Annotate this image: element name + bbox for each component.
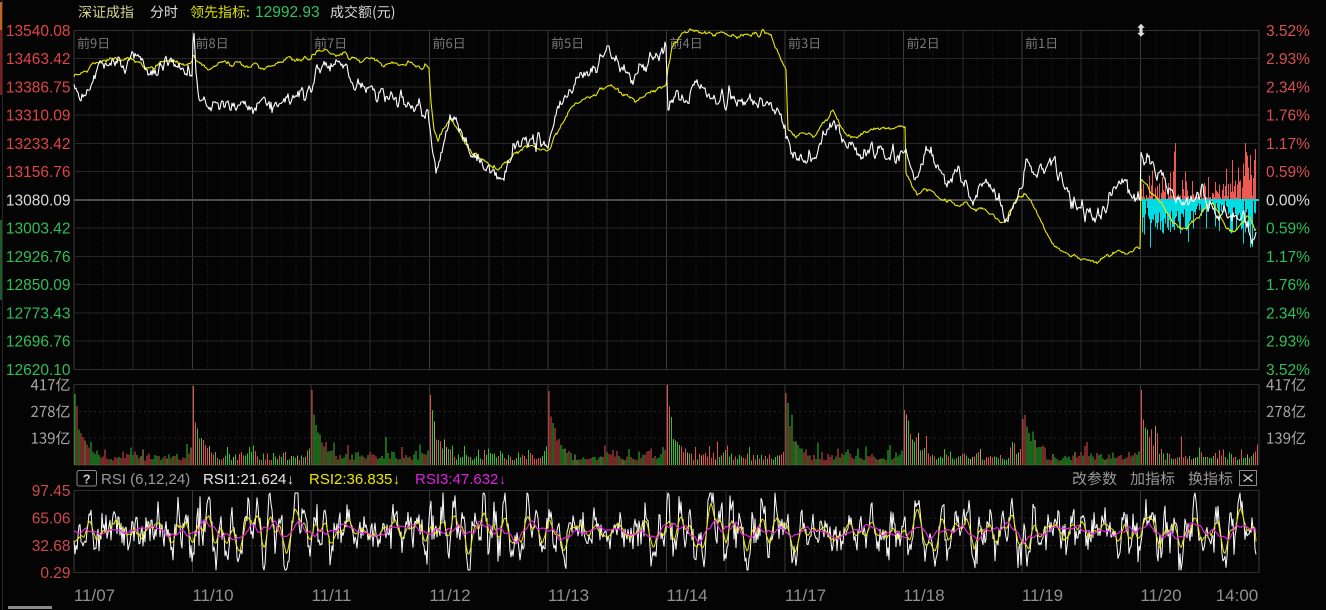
svg-text:32.68: 32.68 bbox=[32, 538, 71, 555]
svg-text:↓: ↓ bbox=[287, 471, 294, 487]
svg-text:13540.08: 13540.08 bbox=[6, 23, 71, 40]
svg-text:0.59%: 0.59% bbox=[1266, 221, 1310, 238]
svg-text:12926.76: 12926.76 bbox=[6, 249, 71, 266]
svg-text:97.45: 97.45 bbox=[32, 483, 71, 500]
svg-text:12850.09: 12850.09 bbox=[6, 277, 71, 294]
svg-text:14:00: 14:00 bbox=[1216, 586, 1259, 605]
svg-text:11/18: 11/18 bbox=[903, 586, 944, 605]
svg-text:13080.09: 13080.09 bbox=[6, 192, 71, 209]
svg-text:3.52%: 3.52% bbox=[1266, 362, 1310, 379]
svg-text:12696.76: 12696.76 bbox=[6, 334, 71, 351]
svg-text:↓: ↓ bbox=[499, 471, 506, 487]
svg-text:1.17%: 1.17% bbox=[1266, 136, 1310, 153]
svg-text:0.29: 0.29 bbox=[40, 565, 70, 582]
svg-text:11/17: 11/17 bbox=[785, 586, 826, 605]
svg-text:1.76%: 1.76% bbox=[1266, 277, 1310, 294]
svg-text:3.52%: 3.52% bbox=[1266, 23, 1310, 40]
svg-text:0.00%: 0.00% bbox=[1266, 192, 1310, 209]
svg-text:11/07: 11/07 bbox=[74, 586, 115, 605]
svg-text:12992.93: 12992.93 bbox=[255, 4, 320, 21]
svg-text:13310.09: 13310.09 bbox=[6, 108, 71, 125]
svg-text:13386.75: 13386.75 bbox=[6, 79, 71, 96]
svg-text:RSI (6,12,24): RSI (6,12,24) bbox=[101, 471, 190, 488]
svg-text:RSI3:47.632: RSI3:47.632 bbox=[415, 471, 498, 488]
svg-text:1.17%: 1.17% bbox=[1266, 249, 1310, 266]
svg-text:RSI2:36.835: RSI2:36.835 bbox=[309, 471, 392, 488]
svg-text:↓: ↓ bbox=[393, 471, 400, 487]
svg-text:2.93%: 2.93% bbox=[1266, 334, 1310, 351]
svg-text:2.93%: 2.93% bbox=[1266, 51, 1310, 68]
svg-text:11/11: 11/11 bbox=[311, 586, 351, 605]
svg-text:11/12: 11/12 bbox=[429, 586, 470, 605]
svg-text:12773.43: 12773.43 bbox=[6, 305, 71, 322]
svg-text:1.76%: 1.76% bbox=[1266, 108, 1310, 125]
svg-text:13463.42: 13463.42 bbox=[6, 51, 71, 68]
svg-text:11/20: 11/20 bbox=[1140, 586, 1181, 605]
svg-text:?: ? bbox=[83, 473, 91, 487]
svg-text:2.34%: 2.34% bbox=[1266, 305, 1310, 322]
svg-text:65.06: 65.06 bbox=[32, 511, 71, 528]
svg-text:11/14: 11/14 bbox=[666, 586, 707, 605]
svg-text:11/19: 11/19 bbox=[1022, 586, 1063, 605]
svg-text:0.59%: 0.59% bbox=[1266, 164, 1310, 181]
svg-text:RSI1:21.624: RSI1:21.624 bbox=[203, 471, 286, 488]
svg-text:11/13: 11/13 bbox=[548, 586, 589, 605]
svg-text:12620.10: 12620.10 bbox=[6, 362, 71, 379]
svg-text:13156.76: 13156.76 bbox=[6, 164, 71, 181]
svg-text:11/10: 11/10 bbox=[192, 586, 233, 605]
svg-text:2.34%: 2.34% bbox=[1266, 79, 1310, 96]
svg-text:13003.42: 13003.42 bbox=[6, 221, 71, 238]
svg-text:13233.42: 13233.42 bbox=[6, 136, 71, 153]
